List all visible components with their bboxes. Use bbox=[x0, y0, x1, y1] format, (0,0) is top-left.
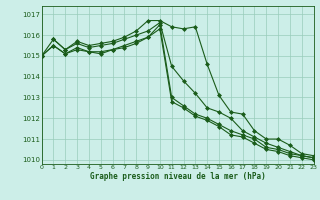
X-axis label: Graphe pression niveau de la mer (hPa): Graphe pression niveau de la mer (hPa) bbox=[90, 172, 266, 181]
